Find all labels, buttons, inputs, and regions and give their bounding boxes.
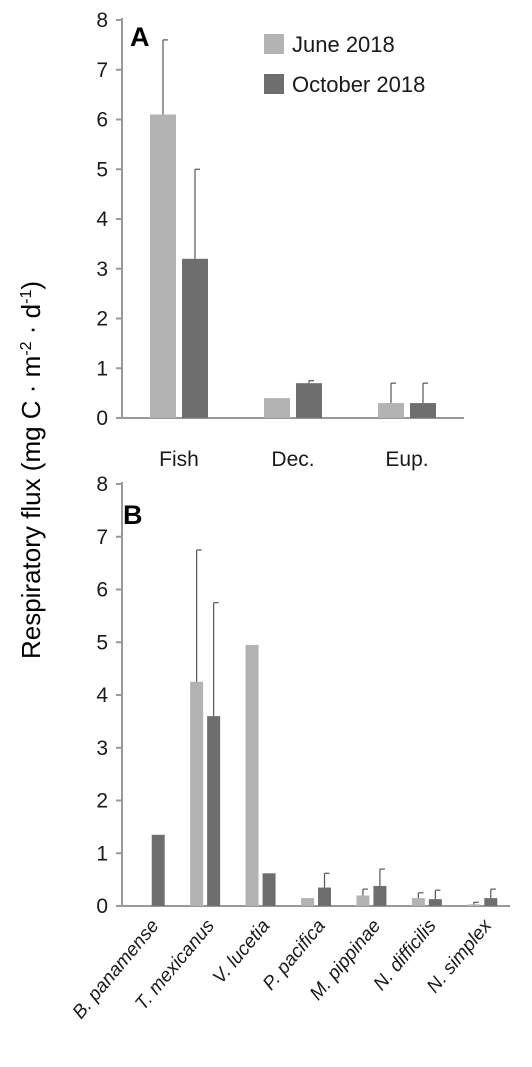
bar [182,258,208,418]
bar [410,403,436,418]
bar [484,898,498,906]
bar [378,403,404,418]
bar [373,885,387,906]
panel-b-label: B [123,500,143,530]
y-tick-label: 3 [96,258,108,281]
y-tick-label: 6 [96,109,108,132]
bar [245,644,259,906]
legend-swatch-june [264,34,284,54]
x-category-label: Dec. [271,448,314,471]
y-tick-label: 7 [96,59,108,82]
bar [190,681,204,906]
y-tick-label: 8 [96,473,108,496]
legend-label-june: June 2018 [292,32,395,57]
y-tick-label: 0 [96,895,108,918]
bar [428,899,442,906]
legend: June 2018 October 2018 [264,32,425,97]
y-tick-label: 8 [96,9,108,32]
bar [356,895,370,906]
panel-a-label: A [130,22,150,52]
x-category-label: Eup. [385,448,428,471]
y-tick-label: 5 [96,158,108,181]
y-tick-label: 3 [96,737,108,760]
y-tick-label: 4 [96,208,108,231]
bar [301,898,314,906]
x-category-label: Fish [159,448,199,471]
y-tick-label: 2 [96,308,108,331]
y-tick-label: 6 [96,579,108,602]
y-tick-label: 5 [96,631,108,654]
panel-a-chart: A June 2018 October 2018 0 1 2 3 4 5 6 7 8 Fish De… [96,9,464,471]
bar [207,716,221,906]
y-tick-label: 7 [96,526,108,549]
bar [150,114,176,419]
bar [296,383,322,418]
y-axis-label: Respiratory flux (mg C · m-2 · d-1) [16,281,46,659]
bar [151,834,165,906]
y-tick-label: 1 [96,357,108,380]
y-tick-label: 2 [96,790,108,813]
y-tick-label: 0 [96,407,108,430]
legend-swatch-october [264,74,284,94]
bar [411,898,425,906]
bar [318,887,331,906]
legend-label-october: October 2018 [292,72,425,97]
bar [264,398,290,418]
bar [262,873,276,906]
y-tick-label: 1 [96,842,108,865]
bar [467,904,481,906]
y-tick-label: 4 [96,684,108,707]
